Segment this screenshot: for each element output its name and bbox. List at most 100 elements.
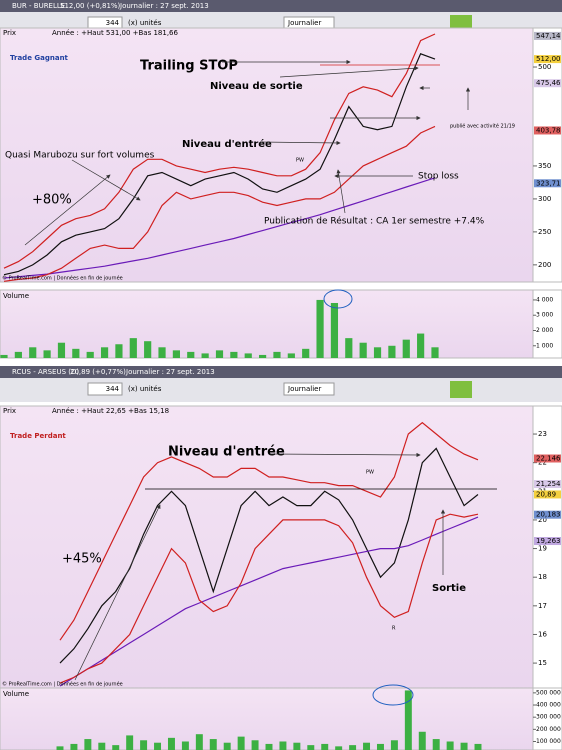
volume-label: Volume (3, 690, 29, 698)
volume-bar (29, 347, 37, 358)
y-tick-label: 15 (538, 659, 547, 667)
volume-bar (154, 742, 162, 750)
interval: Journalier (287, 19, 321, 27)
volume-bar (0, 354, 8, 358)
toolbar (0, 378, 562, 402)
volume-bar (244, 353, 252, 358)
count: 344 (106, 19, 120, 27)
volume-tick-label: 400 000 (536, 702, 561, 709)
arrow (74, 504, 161, 681)
volume-label: Volume (3, 292, 29, 300)
price-tag (534, 179, 561, 188)
arrow (269, 452, 421, 458)
volume-bar (140, 740, 148, 750)
price-tag-label: 403,78 (536, 126, 561, 134)
volume-bar (126, 735, 134, 750)
volume-axis (532, 687, 562, 750)
chart-title: Trade Perdant (10, 432, 66, 440)
price-axis (532, 405, 562, 689)
volume-tick-label: 1 000 (536, 342, 553, 349)
price-tag-label: 512,00 (536, 55, 561, 63)
interval: Journalier (287, 385, 321, 393)
volume-bar (390, 740, 398, 750)
annotation: publié avec activité 21/19 (450, 123, 515, 130)
price-tag (534, 490, 561, 499)
price-panel (0, 27, 534, 283)
highlight (323, 289, 353, 309)
price-tag (534, 79, 561, 88)
price-tag (534, 537, 561, 546)
y-tick-label: 20 (538, 516, 547, 524)
volume-bar (417, 333, 425, 358)
price-tag-label: 19,263 (536, 537, 561, 545)
volume-bar (446, 741, 454, 750)
volume-bar (474, 743, 482, 750)
volume-bar (167, 737, 175, 750)
volume-bar (388, 345, 396, 358)
volume-tick-label: 300 000 (536, 714, 561, 721)
arrow (259, 140, 341, 146)
volume-bar (259, 354, 267, 358)
interval-box[interactable] (283, 382, 335, 396)
volume-bar (43, 350, 51, 358)
volume-bar (70, 743, 78, 750)
volume-panel (0, 687, 534, 750)
volume-bar (359, 342, 367, 358)
info-label: Prix (3, 29, 16, 37)
count: 344 (106, 385, 120, 393)
y-tick-label: 200 (538, 261, 551, 269)
volume-bar (251, 740, 259, 750)
symbol: BUR - BURELLE (12, 2, 65, 10)
count-box[interactable] (87, 382, 123, 396)
logo (450, 381, 472, 398)
price-axis (532, 27, 562, 283)
volume-bar (293, 742, 301, 750)
volume-bar (115, 344, 123, 358)
units: (x) unités (128, 19, 162, 27)
volume-bar (129, 338, 137, 358)
price-tag-label: 547,14 (536, 32, 561, 40)
price-tag-label: 20,89 (536, 490, 556, 498)
y-tick-label: 23 (538, 430, 547, 438)
volume-bar (237, 736, 245, 750)
volume-tick-label: 4 000 (536, 296, 553, 303)
annotation: Niveau d'entrée (168, 445, 285, 460)
y-tick-label: 17 (538, 602, 547, 610)
price-line (59, 421, 479, 641)
price-tag (534, 454, 561, 463)
symbol: RCUS - ARSEUS (D) (12, 368, 79, 376)
annotation: +80% (32, 193, 72, 208)
y-tick-label: 500 (538, 63, 551, 71)
y-tick-label: 16 (538, 630, 547, 638)
annotation: Sortie (432, 583, 466, 594)
price-line (3, 125, 436, 282)
volume-bar (402, 339, 410, 358)
arrow (71, 159, 141, 201)
y-tick-label: 250 (538, 228, 551, 236)
volume-tick-label: 100 000 (536, 738, 561, 745)
footer: © ProRealTime.com | Données en fin de jo… (2, 275, 123, 282)
price-tag-label: 21,254 (536, 480, 561, 488)
volume-bar (181, 741, 189, 750)
annotation: Niveau d'entrée (182, 138, 272, 150)
arrow (24, 174, 111, 246)
y-tick-label: 19 (538, 545, 547, 553)
arrow (336, 169, 346, 214)
price-panel (0, 405, 534, 689)
volume-bar (223, 742, 231, 750)
volume-bar (302, 348, 310, 358)
price-tag (534, 126, 561, 135)
annotation: Niveau de sortie (210, 81, 303, 92)
volume-bar (187, 351, 195, 358)
volume-axis (532, 289, 562, 359)
annotation: Publication de Résultat : CA 1er semestr… (264, 216, 485, 227)
volume-bar (265, 743, 273, 750)
annotation: Quasi Marubozu sur fort volumes (5, 151, 155, 161)
arrow (279, 66, 419, 78)
volume-bar (57, 342, 66, 358)
units: (x) unités (128, 385, 162, 393)
volume-bar (349, 745, 357, 750)
volume-bar (84, 739, 92, 750)
price-tag (534, 31, 561, 40)
